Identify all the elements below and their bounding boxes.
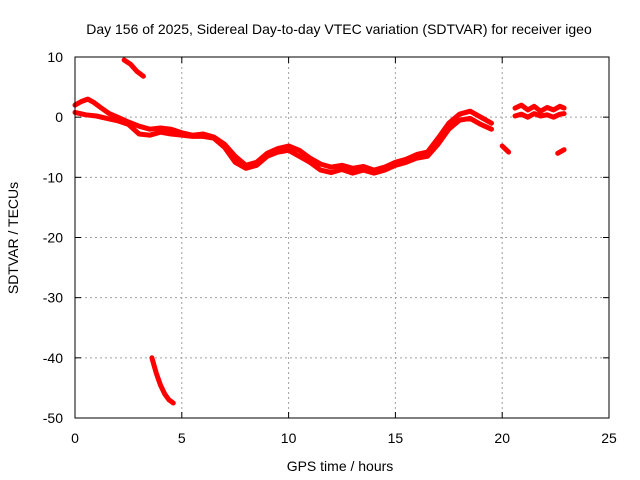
x-tick-label: 25 bbox=[601, 430, 617, 446]
series-line-segment-7 bbox=[512, 111, 567, 120]
x-tick-label: 0 bbox=[71, 430, 79, 446]
y-tick-label: -40 bbox=[43, 350, 63, 366]
y-tick-label: -50 bbox=[43, 410, 63, 426]
x-tick-labels: 0 5 10 15 20 25 bbox=[71, 430, 617, 446]
series-line-segment-1 bbox=[121, 57, 146, 79]
chart-title: Day 156 of 2025, Sidereal Day-to-day VTE… bbox=[86, 21, 592, 37]
x-tick-label: 20 bbox=[494, 430, 510, 446]
series-line-segment-6 bbox=[512, 102, 567, 114]
y-tick-labels: 10 0 -10 -20 -30 -40 -50 bbox=[43, 49, 63, 426]
series-line-segment-2 bbox=[149, 355, 176, 406]
data-series bbox=[72, 57, 567, 406]
axis-ticks bbox=[74, 56, 610, 419]
series-line-segment-5 bbox=[499, 143, 512, 155]
x-axis-label: GPS time / hours bbox=[287, 458, 394, 474]
y-tick-label: -20 bbox=[43, 230, 63, 246]
y-tick-label: 0 bbox=[55, 109, 63, 125]
x-tick-label: 5 bbox=[178, 430, 186, 446]
y-axis-label: SDTVAR / TECUs bbox=[5, 182, 21, 294]
y-tick-label: -10 bbox=[43, 169, 63, 185]
x-tick-label: 10 bbox=[281, 430, 297, 446]
y-tick-label: 10 bbox=[47, 49, 63, 65]
series-line-segment-4 bbox=[72, 109, 494, 176]
series-line-segment-8 bbox=[555, 147, 567, 156]
y-tick-label: -30 bbox=[43, 290, 63, 306]
x-tick-label: 15 bbox=[388, 430, 404, 446]
